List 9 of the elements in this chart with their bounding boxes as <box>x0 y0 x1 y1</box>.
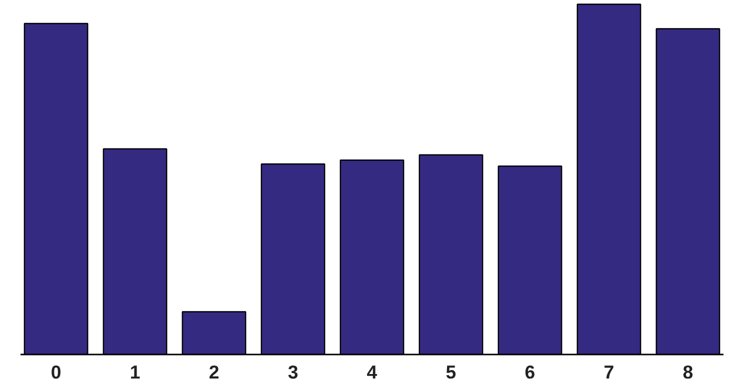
x-tick-label: 6 <box>524 362 536 381</box>
x-tick-label: 8 <box>682 362 694 381</box>
x-tick-label: 1 <box>130 362 140 381</box>
x-tick-label: 5 <box>446 362 456 381</box>
x-tick-label: 7 <box>604 362 614 381</box>
x-tick-label: 0 <box>50 362 62 381</box>
x-tick-label: 2 <box>208 362 220 381</box>
x-tick-label: 3 <box>288 362 298 381</box>
x-tick-label: 4 <box>366 362 378 381</box>
